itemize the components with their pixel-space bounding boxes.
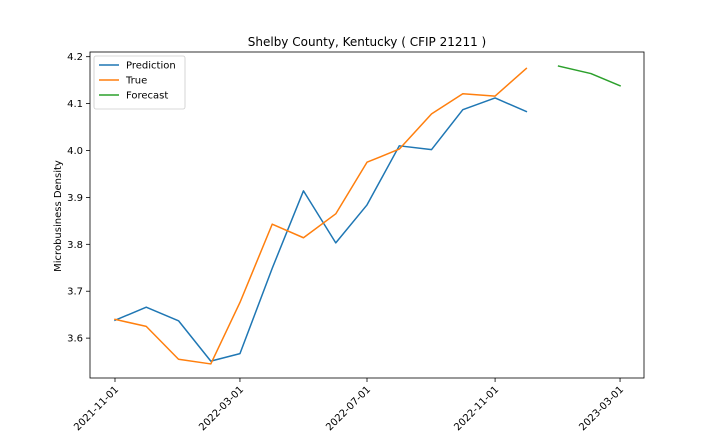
series-line-true <box>114 67 528 365</box>
y-tick-label: 3.8 <box>67 240 83 251</box>
legend-label-true: True <box>125 76 147 87</box>
x-tick-label: 2022-11-01 <box>452 384 501 432</box>
legend-label-prediction: Prediction <box>126 61 176 72</box>
y-tick-label: 4.0 <box>67 146 83 157</box>
series-layer <box>114 65 622 365</box>
legend-label-forecast: Forecast <box>126 91 168 102</box>
legend: Prediction True Forecast <box>93 55 186 110</box>
y-tick-label: 4.1 <box>67 99 83 110</box>
y-tick-label: 3.6 <box>67 334 83 345</box>
x-tick-label: 2022-07-01 <box>324 384 373 432</box>
chart-title: Shelby County, Kentucky ( CFIP 21211 ) <box>248 35 486 49</box>
y-axis-label: Microbusiness Density <box>53 160 64 272</box>
x-tick-label: 2021-11-01 <box>72 384 121 432</box>
y-tick-label: 3.7 <box>67 287 83 298</box>
y-tick-label: 3.9 <box>67 193 83 204</box>
series-line-forecast <box>557 65 622 87</box>
series-line-prediction <box>114 97 528 362</box>
x-tick-label: 2022-03-01 <box>197 384 246 432</box>
plot-frame <box>89 51 645 379</box>
y-tick-label: 4.2 <box>67 52 83 63</box>
x-tick-label: 2023-03-01 <box>577 384 626 432</box>
